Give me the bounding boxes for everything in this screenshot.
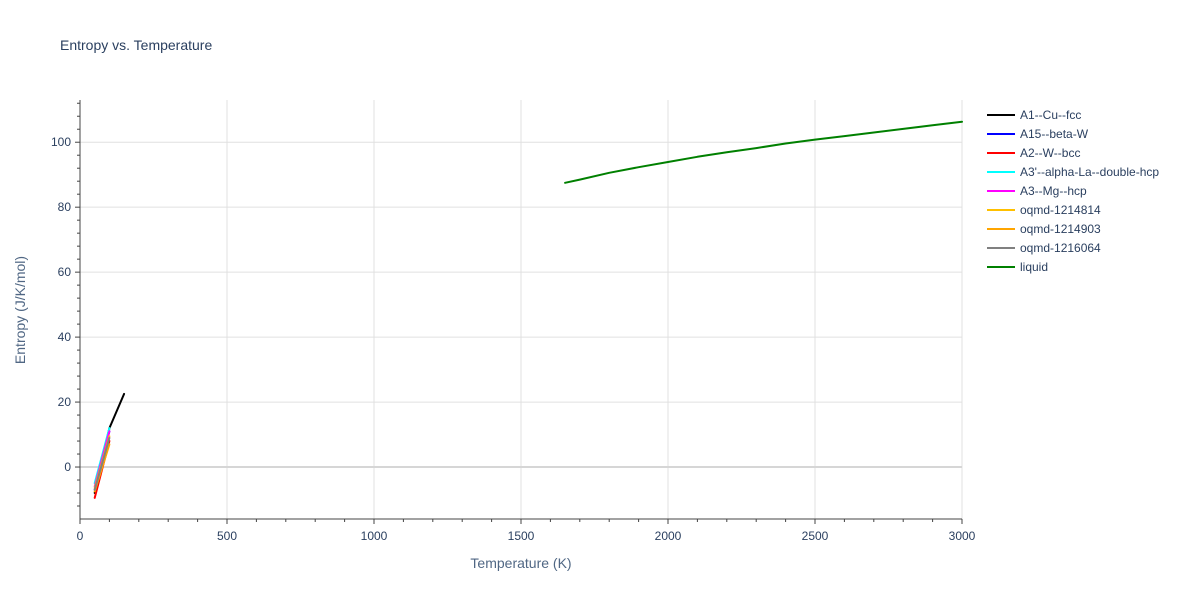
legend-item[interactable]: oqmd-1214903 xyxy=(987,222,1101,236)
legend-item[interactable]: A3'--alpha-La--double-hcp xyxy=(987,165,1159,179)
legend-label: A3--Mg--hcp xyxy=(1020,184,1087,198)
legend-item[interactable]: oqmd-1214814 xyxy=(987,203,1101,217)
legend-item[interactable]: A2--W--bcc xyxy=(987,146,1080,160)
y-tick-label: 20 xyxy=(58,395,72,409)
legend-label: oqmd-1216064 xyxy=(1020,241,1101,255)
legend-item[interactable]: A3--Mg--hcp xyxy=(987,184,1087,198)
x-tick-label: 2000 xyxy=(655,529,682,543)
legend-label: liquid xyxy=(1020,260,1048,274)
chart-title: Entropy vs. Temperature xyxy=(60,37,212,53)
grid xyxy=(80,100,963,519)
legend-label: A2--W--bcc xyxy=(1020,146,1080,160)
series-line-liquid xyxy=(564,120,963,184)
legend-item[interactable]: A1--Cu--fcc xyxy=(987,108,1081,122)
y-axis-title: Entropy (J/K/mol) xyxy=(12,256,28,364)
legend-label: oqmd-1214814 xyxy=(1020,203,1101,217)
legend-label: A1--Cu--fcc xyxy=(1020,108,1081,122)
x-tick-label: 3000 xyxy=(949,529,976,543)
x-tick-label: 0 xyxy=(77,529,84,543)
x-tick-label: 500 xyxy=(217,529,237,543)
y-tick-label: 0 xyxy=(64,460,71,474)
legend-item[interactable]: oqmd-1216064 xyxy=(987,241,1101,255)
legend[interactable]: A1--Cu--fcc A15--beta-W A2--W--bcc A3'--alp… xyxy=(987,108,1159,274)
y-tick-label: 80 xyxy=(58,200,72,214)
x-tick-label: 2500 xyxy=(802,529,829,543)
plot-area xyxy=(93,120,963,499)
legend-item[interactable]: liquid xyxy=(987,260,1048,274)
x-tick-label: 1000 xyxy=(361,529,388,543)
x-tick-label: 1500 xyxy=(508,529,535,543)
legend-label: A3'--alpha-La--double-hcp xyxy=(1020,165,1159,179)
legend-label: oqmd-1214903 xyxy=(1020,222,1101,236)
legend-item[interactable]: A15--beta-W xyxy=(987,127,1089,141)
series-line-oqmd-1216064 xyxy=(93,436,111,491)
y-tick-label: 60 xyxy=(58,265,72,279)
y-tick-label: 100 xyxy=(51,135,71,149)
legend-label: A15--beta-W xyxy=(1020,127,1089,141)
x-axis-title: Temperature (K) xyxy=(470,555,571,571)
y-tick-label: 40 xyxy=(58,330,72,344)
axes: 0 500 1000 1500 2000 2500 3000 0 20 40 60 80 100 xyxy=(51,100,976,543)
